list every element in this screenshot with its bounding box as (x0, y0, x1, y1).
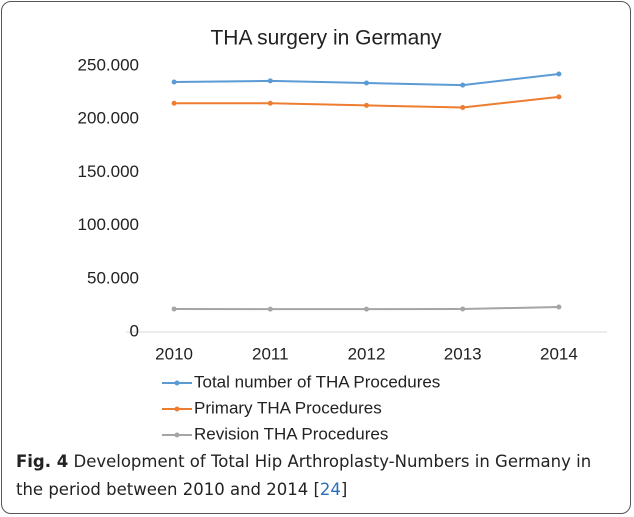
citation-link[interactable]: 24 (319, 480, 341, 499)
data-point (460, 104, 466, 110)
data-point (171, 100, 177, 106)
data-point (364, 306, 369, 312)
legend-label: Primary THA Procedures (194, 398, 382, 417)
x-tick-label: 2011 (252, 344, 289, 363)
legend-marker (174, 380, 180, 386)
data-point (171, 306, 177, 312)
legend-marker (174, 432, 180, 438)
legend-label: Revision THA Procedures (194, 424, 388, 443)
y-tick-label: 250.000 (78, 55, 139, 74)
data-point (267, 78, 273, 84)
x-tick-label: 2010 (155, 344, 193, 363)
x-tick-label: 2014 (540, 344, 578, 363)
data-point (364, 102, 369, 108)
y-tick-label: 0 (130, 321, 139, 340)
data-point (460, 82, 466, 88)
legend-marker (174, 406, 180, 412)
data-point (267, 306, 273, 312)
data-point (364, 80, 369, 86)
y-tick-label: 200.000 (78, 109, 139, 128)
caption: Fig. 4 Development of Total Hip Arthropl… (16, 448, 616, 504)
y-tick-label: 50.000 (87, 268, 139, 287)
data-point (267, 100, 273, 106)
y-tick-label: 100.000 (78, 215, 139, 234)
data-point (556, 71, 562, 77)
x-tick-label: 2013 (444, 344, 482, 363)
caption-text: Development of Total Hip Arthroplasty-Nu… (16, 452, 592, 499)
data-point (556, 304, 562, 310)
caption-end: ] (340, 480, 348, 499)
chart-title: THA surgery in Germany (210, 27, 442, 50)
data-point (460, 306, 466, 312)
data-point (171, 79, 177, 85)
data-point (556, 94, 562, 100)
x-tick-label: 2012 (348, 344, 386, 363)
caption-label: Fig. 4 (16, 452, 69, 471)
y-tick-label: 150.000 (78, 162, 139, 181)
legend-label: Total number of THA Procedures (194, 372, 440, 391)
